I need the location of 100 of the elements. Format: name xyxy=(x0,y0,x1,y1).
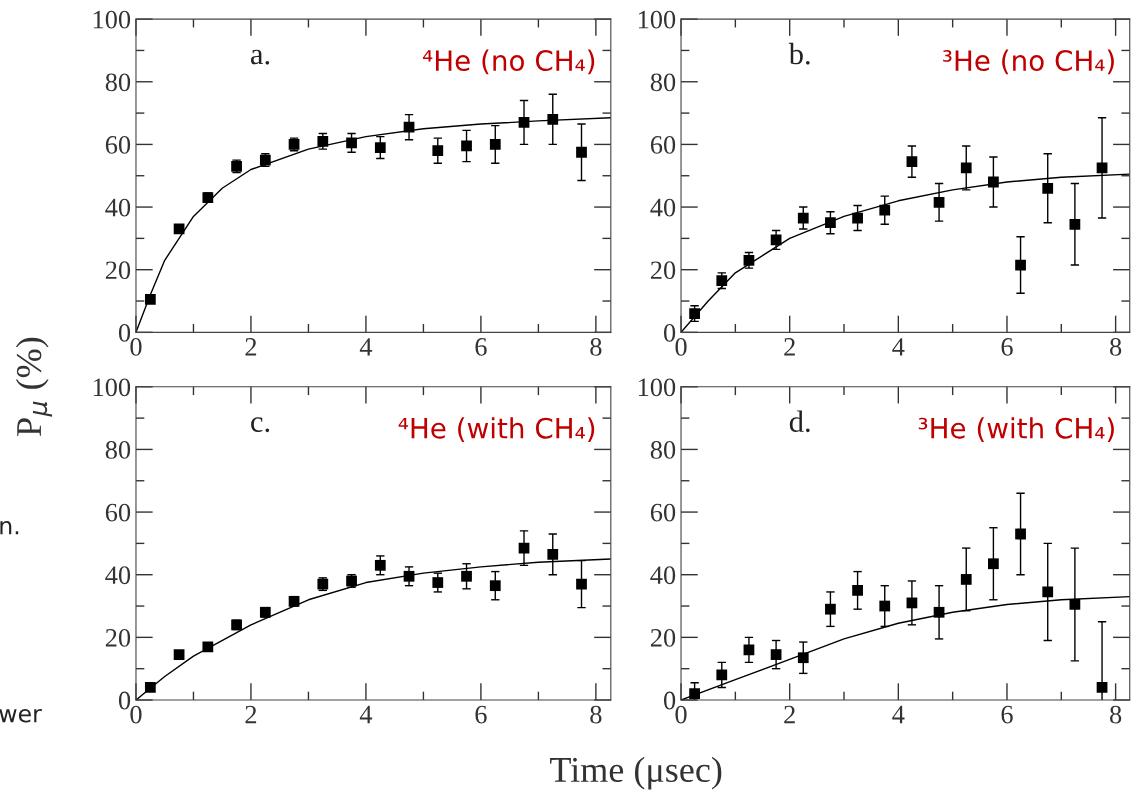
y-tick-label: 20 xyxy=(105,261,131,280)
point xyxy=(770,649,782,660)
point xyxy=(797,212,809,224)
point xyxy=(403,121,415,133)
annotation: c. xyxy=(251,417,270,433)
point xyxy=(1015,259,1026,271)
point xyxy=(489,580,501,592)
point xyxy=(547,113,559,125)
point xyxy=(825,217,836,229)
point xyxy=(1042,586,1054,598)
y-tick-label: 0 xyxy=(118,323,131,342)
x-tick-label: 2 xyxy=(245,338,257,356)
y-tick-label: 60 xyxy=(650,503,676,522)
x-tick-label: 2 xyxy=(784,705,795,724)
y-tick-label: 40 xyxy=(650,566,676,585)
y-tick-label: 100 xyxy=(93,10,131,29)
point xyxy=(202,192,214,204)
point xyxy=(432,145,444,157)
x-tick-label: 2 xyxy=(784,338,795,356)
point xyxy=(933,606,945,618)
x-tick-label: 8 xyxy=(590,705,602,724)
point xyxy=(403,570,415,582)
point xyxy=(825,603,836,615)
point xyxy=(547,548,559,560)
point xyxy=(689,308,700,319)
annotation: a. xyxy=(251,49,270,65)
point xyxy=(461,140,472,152)
point xyxy=(906,156,918,168)
y-tick-label: 60 xyxy=(105,136,131,154)
y-tick-label: 0 xyxy=(663,323,676,342)
y-tick-label: 80 xyxy=(105,73,131,92)
text: wer xyxy=(0,708,42,723)
point xyxy=(1069,599,1081,610)
point xyxy=(576,146,587,158)
y-tick-label: 20 xyxy=(105,628,131,647)
y-tick-label: 80 xyxy=(650,441,676,459)
point xyxy=(346,137,357,149)
point xyxy=(489,139,501,150)
point xyxy=(960,574,972,585)
point xyxy=(173,223,185,235)
point xyxy=(173,649,185,660)
x-tick-label: 8 xyxy=(1110,705,1122,724)
x-tick-label: 6 xyxy=(1001,705,1013,724)
x-axis-title: Time (μsec) xyxy=(550,756,722,790)
y-tick-label: 80 xyxy=(650,73,676,92)
text: ⁴He (with CH₄) xyxy=(398,417,595,442)
y-tick-label: 40 xyxy=(105,566,131,585)
y-tick-label: 40 xyxy=(650,198,676,217)
point xyxy=(1096,682,1108,693)
x-tick-label: 8 xyxy=(1110,337,1122,356)
point xyxy=(879,204,891,216)
y-tick-label: 100 xyxy=(93,378,131,397)
y-tick-label: 20 xyxy=(650,628,676,647)
text: n. xyxy=(0,521,19,535)
text: ³He (no CH₄) xyxy=(943,49,1114,75)
point xyxy=(960,162,972,174)
x-tick-label: 6 xyxy=(475,338,487,356)
x-tick-label: 2 xyxy=(245,705,257,724)
x-tick-label: 4 xyxy=(892,705,905,724)
point xyxy=(852,585,863,596)
point xyxy=(374,559,386,571)
y-tick-label: 40 xyxy=(105,198,131,217)
point xyxy=(797,652,809,664)
point xyxy=(879,600,891,612)
point xyxy=(202,641,214,653)
text: ⁴He (no CH₄) xyxy=(422,49,595,75)
y-tick-label: 60 xyxy=(650,136,676,154)
point xyxy=(576,578,587,590)
x-tick-label: 4 xyxy=(359,338,373,356)
text: ³He (with CH₄) xyxy=(918,417,1114,442)
y-tick-label: 20 xyxy=(650,261,676,280)
y-tick-label: 60 xyxy=(105,503,131,522)
point xyxy=(461,570,472,582)
point xyxy=(988,176,999,188)
point xyxy=(432,577,444,588)
annotation: d. xyxy=(789,410,810,433)
point xyxy=(852,212,863,224)
x-tick-label: 6 xyxy=(1001,338,1013,356)
y-tick-label: 0 xyxy=(118,691,131,710)
x-tick-label: 6 xyxy=(475,705,487,724)
point xyxy=(1069,218,1081,230)
annotation: b. xyxy=(788,42,810,65)
point xyxy=(518,117,530,128)
point xyxy=(1015,528,1026,540)
point xyxy=(689,688,700,700)
x-tick-label: 4 xyxy=(892,338,905,356)
point xyxy=(933,196,945,208)
y-tick-label: 0 xyxy=(663,691,676,710)
point xyxy=(144,294,156,305)
x-tick-label: 4 xyxy=(359,705,373,724)
y-tick-label: 100 xyxy=(638,10,676,29)
point xyxy=(1042,182,1054,194)
point xyxy=(716,669,728,681)
y-tick-label: 80 xyxy=(105,441,131,459)
point xyxy=(988,558,999,570)
point xyxy=(374,142,386,153)
x-tick-label: 8 xyxy=(590,337,602,356)
point xyxy=(144,682,156,693)
y-axis-title: P$_{μ}$ (%) xyxy=(15,337,53,436)
y-tick-label: 100 xyxy=(638,378,676,397)
